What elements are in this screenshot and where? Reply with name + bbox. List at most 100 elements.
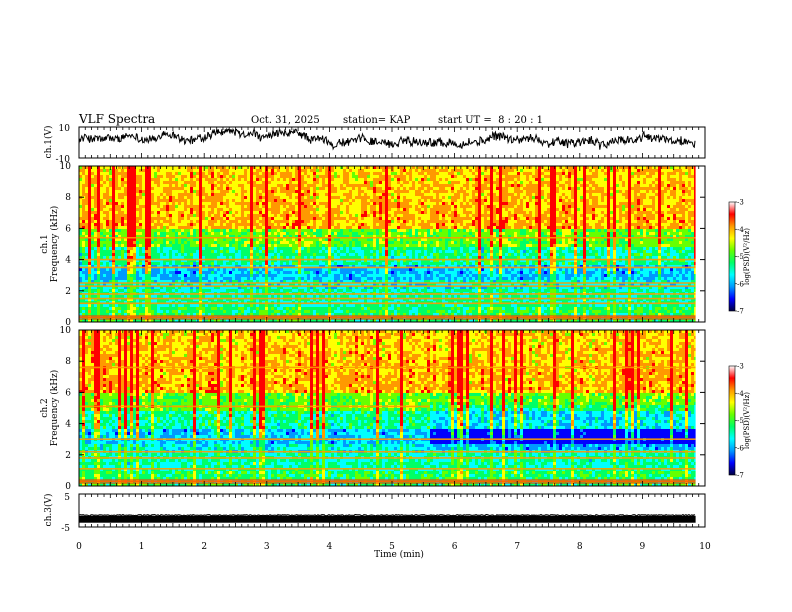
spec-cell bbox=[301, 262, 305, 266]
spec-cell bbox=[196, 175, 200, 179]
spec-cell bbox=[319, 319, 323, 322]
spec-cell bbox=[295, 241, 299, 245]
spec-cell bbox=[220, 304, 224, 308]
spec-cell bbox=[100, 289, 104, 293]
spec-cell bbox=[181, 304, 185, 308]
spec-cell bbox=[169, 208, 173, 212]
spec-cell bbox=[166, 256, 170, 260]
spec-cell bbox=[340, 277, 344, 281]
spec-cell bbox=[169, 319, 173, 322]
spec-cell bbox=[340, 295, 344, 299]
spec-cell bbox=[142, 262, 146, 266]
spec-cell bbox=[268, 175, 272, 179]
spec-cell bbox=[106, 313, 110, 317]
spec-cell bbox=[79, 175, 83, 179]
spec-cell bbox=[325, 244, 329, 248]
spec-cell bbox=[328, 172, 332, 176]
spec-cell bbox=[91, 226, 95, 230]
spec-cell bbox=[121, 220, 125, 224]
spec-cell bbox=[283, 268, 287, 272]
spec-cell bbox=[286, 262, 290, 266]
spec-cell bbox=[316, 295, 320, 299]
spec-cell bbox=[178, 271, 182, 275]
spec-cell bbox=[97, 244, 101, 248]
spec-cell bbox=[304, 289, 308, 293]
spec-cell bbox=[196, 169, 200, 173]
spec-cell bbox=[322, 172, 326, 176]
spec-cell bbox=[292, 268, 296, 272]
spec-cell bbox=[277, 187, 281, 191]
spec-cell bbox=[337, 277, 341, 281]
spec-cell bbox=[247, 295, 251, 299]
spec-cell bbox=[214, 223, 218, 227]
spec-cell bbox=[115, 169, 119, 173]
spec-cell bbox=[286, 241, 290, 245]
spec-cell bbox=[214, 271, 218, 275]
spec-cell bbox=[265, 247, 269, 251]
spec-cell bbox=[211, 181, 215, 185]
spec-cell bbox=[334, 244, 338, 248]
spec-cell bbox=[145, 235, 149, 239]
spec-cell bbox=[295, 190, 299, 194]
spec-cell bbox=[154, 190, 158, 194]
spec-cell bbox=[139, 172, 143, 176]
spec-cell bbox=[112, 247, 116, 251]
spec-cell bbox=[94, 241, 98, 245]
spec-cell bbox=[211, 289, 215, 293]
spec-cell bbox=[298, 241, 302, 245]
spec-cell bbox=[274, 259, 278, 263]
spec-cell bbox=[262, 232, 266, 236]
spec-cell bbox=[307, 274, 311, 278]
spec-cell bbox=[109, 298, 113, 302]
spec-cell bbox=[169, 307, 173, 311]
spec-cell bbox=[283, 190, 287, 194]
spec-cell bbox=[325, 166, 329, 170]
spec-cell bbox=[205, 175, 209, 179]
spec-cell bbox=[103, 232, 107, 236]
spec-cell bbox=[307, 184, 311, 188]
spec-cell bbox=[145, 283, 149, 287]
spec-cell bbox=[82, 193, 86, 197]
spec-cell bbox=[295, 178, 299, 182]
spec-cell bbox=[82, 283, 86, 287]
spec-cell bbox=[205, 298, 209, 302]
spec-cell bbox=[115, 190, 119, 194]
spec-cell bbox=[265, 196, 269, 200]
spec-cell bbox=[343, 280, 347, 284]
spec-cell bbox=[154, 235, 158, 239]
spec-cell bbox=[313, 226, 317, 230]
spec-cell bbox=[331, 232, 335, 236]
spec-cell bbox=[280, 220, 284, 224]
spec-cell bbox=[301, 298, 305, 302]
spec-cell bbox=[250, 211, 254, 215]
spec-cell bbox=[112, 280, 116, 284]
spec-cell bbox=[172, 193, 176, 197]
spec-cell bbox=[220, 184, 224, 188]
spec-cell bbox=[130, 310, 134, 314]
spec-cell bbox=[151, 283, 155, 287]
spec-cell bbox=[271, 175, 275, 179]
spec-cell bbox=[118, 304, 122, 308]
spec-cell bbox=[142, 220, 146, 224]
spec-cell bbox=[118, 259, 122, 263]
spec-cell bbox=[250, 199, 254, 203]
spec-cell bbox=[97, 307, 101, 311]
spec-cell bbox=[307, 193, 311, 197]
spec-cell bbox=[244, 166, 248, 170]
spec-cell bbox=[343, 208, 347, 212]
spec-cell bbox=[148, 259, 152, 263]
spec-cell bbox=[166, 199, 170, 203]
spec-cell bbox=[112, 223, 116, 227]
spec-cell bbox=[169, 205, 173, 209]
spec-cell bbox=[154, 238, 158, 242]
spec-cell bbox=[172, 196, 176, 200]
spec-cell bbox=[208, 310, 212, 314]
spec-cell bbox=[319, 205, 323, 209]
spec-cell bbox=[298, 262, 302, 266]
spec-cell bbox=[172, 319, 176, 322]
spec-cell bbox=[160, 235, 164, 239]
spec-cell bbox=[196, 208, 200, 212]
spec-cell bbox=[178, 259, 182, 263]
spec-cell bbox=[283, 238, 287, 242]
spec-cell bbox=[160, 277, 164, 281]
